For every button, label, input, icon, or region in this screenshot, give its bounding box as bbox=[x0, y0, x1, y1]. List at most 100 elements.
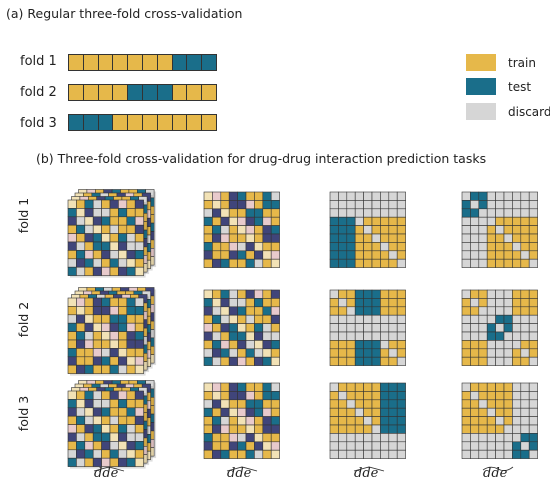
matrix-col2-fold-3-cell bbox=[212, 449, 222, 459]
matrix-col3-fold-2-cell bbox=[346, 289, 356, 299]
stack-grid-f2-cell bbox=[134, 322, 144, 332]
matrix-col3-fold-3-cell bbox=[338, 416, 348, 426]
matrix-col2-fold-3-cell bbox=[254, 382, 264, 392]
matrix-col4-fold-1-cell bbox=[470, 242, 480, 252]
matrix-col4-fold-1 bbox=[461, 191, 538, 268]
matrix-col3-fold-3-cell bbox=[396, 399, 406, 409]
stack-grid-f1-cell bbox=[92, 208, 102, 218]
stack-grid-f1-cell bbox=[134, 208, 144, 218]
matrix-col3-fold-2-cell bbox=[329, 340, 339, 350]
stack-grid-f3-cell bbox=[67, 457, 77, 467]
matrix-col2-fold-1-cell bbox=[262, 208, 272, 218]
matrix-col4-fold-1-cell bbox=[503, 208, 513, 218]
stack-grid-f2-cell bbox=[126, 306, 136, 316]
matrix-col2-fold-2-cell bbox=[270, 323, 280, 333]
matrix-col4-fold-1-cell bbox=[486, 216, 496, 226]
stack-grid-f3-cell bbox=[101, 407, 111, 417]
matrix-col4-fold-1-cell bbox=[503, 191, 513, 201]
stack-grid-f3-cell bbox=[109, 407, 119, 417]
stack-grid-f1-cell bbox=[76, 258, 86, 268]
matrix-col2-fold-3-cell bbox=[254, 407, 264, 417]
matrix-col3-fold-1-cell bbox=[396, 225, 406, 235]
matrix-col3-fold-2-cell bbox=[371, 340, 381, 350]
matrix-col2-fold-3-cell bbox=[254, 391, 264, 401]
fold-2-cell-10 bbox=[201, 84, 217, 101]
matrix-col2-fold-3-cell bbox=[262, 407, 272, 417]
matrix-col4-fold-2-cell bbox=[495, 298, 505, 308]
matrix-col4-fold-3-cell bbox=[528, 391, 538, 401]
matrix-col4-fold-2-cell bbox=[512, 314, 522, 324]
stack-grid-f1-cell bbox=[126, 199, 136, 209]
stack-grid-f1-cell bbox=[67, 258, 77, 268]
matrix-col2-fold-2-cell bbox=[237, 348, 247, 358]
matrix-col4-fold-1-cell bbox=[486, 200, 496, 210]
stack-grid-f3-cell bbox=[92, 407, 102, 417]
matrix-col2-fold-3-cell bbox=[203, 449, 213, 459]
matrix-col3-fold-1-cell bbox=[371, 200, 381, 210]
matrix-col2-fold-3-cell bbox=[203, 391, 213, 401]
matrix-col3-fold-3-cell bbox=[371, 391, 381, 401]
stack-grid-f2-cell bbox=[109, 364, 119, 374]
stack-grid-f3-cell bbox=[67, 432, 77, 442]
matrix-col4-fold-2-cell bbox=[470, 340, 480, 350]
matrix-col4-fold-1-cell bbox=[470, 233, 480, 243]
stack-grid-f2-cell bbox=[92, 322, 102, 332]
stack-grid-f1-cell bbox=[134, 216, 144, 226]
matrix-col3-fold-2-cell bbox=[388, 340, 398, 350]
matrix-col4-fold-2-cell bbox=[478, 340, 488, 350]
matrix-col2-fold-3-cell bbox=[270, 441, 280, 451]
matrix-col2-fold-3-cell bbox=[212, 424, 222, 434]
matrix-col2-fold-2-cell bbox=[220, 356, 230, 366]
matrix-col3-fold-2-cell bbox=[354, 314, 364, 324]
stack-grid-f2-cell bbox=[118, 331, 128, 341]
matrix-col3-fold-2-cell bbox=[396, 289, 406, 299]
matrix-col2-fold-3-cell bbox=[245, 416, 255, 426]
matrix-col3-fold-3-cell bbox=[380, 382, 390, 392]
stack-grid-f2-cell bbox=[118, 297, 128, 307]
matrix-col3-fold-3-cell bbox=[329, 424, 339, 434]
stack-grid-f3-cell bbox=[134, 415, 144, 425]
stack-grid-f3-cell bbox=[67, 449, 77, 459]
matrix-col4-fold-1-cell bbox=[470, 191, 480, 201]
matrix-col3-fold-3-cell bbox=[363, 433, 373, 443]
stack-grid-f1-cell bbox=[76, 241, 86, 251]
stack-grid-f2-cell bbox=[92, 331, 102, 341]
stack-grid-f2-cell bbox=[101, 356, 111, 366]
matrix-col3-fold-1-cell bbox=[380, 233, 390, 243]
matrix-col3-fold-1-cell bbox=[371, 225, 381, 235]
matrix-col2-fold-3-cell bbox=[245, 441, 255, 451]
matrix-col2-fold-3-cell bbox=[237, 424, 247, 434]
stack-grid-f3-cell bbox=[109, 415, 119, 425]
matrix-col2-fold-1-cell bbox=[237, 216, 247, 226]
matrix-col3-fold-2-cell bbox=[380, 348, 390, 358]
matrix-col3-fold-2-cell bbox=[329, 306, 339, 316]
matrix-col3-fold-2 bbox=[329, 289, 406, 366]
fold-1-cell-10 bbox=[201, 54, 217, 71]
matrix-col2-fold-2-cell bbox=[245, 356, 255, 366]
fold-3-cell-10 bbox=[201, 114, 217, 131]
matrix-col2-fold-3-cell bbox=[262, 449, 272, 459]
matrix-col2-fold-1-cell bbox=[270, 208, 280, 218]
matrix-col2-fold-3-cell bbox=[245, 424, 255, 434]
stack-grid-f2-cell bbox=[67, 306, 77, 316]
matrix-col3-fold-3-cell bbox=[346, 416, 356, 426]
matrix-col2-fold-1-cell bbox=[228, 208, 238, 218]
matrix-col2-fold-2-cell bbox=[203, 340, 213, 350]
stack-grid-f2-cell bbox=[76, 356, 86, 366]
matrix-col4-fold-1-cell bbox=[486, 250, 496, 260]
matrix-col2-fold-3-cell bbox=[254, 433, 264, 443]
stack-grid-f2-cell bbox=[101, 314, 111, 324]
matrix-col2-fold-2-cell bbox=[262, 306, 272, 316]
matrix-col4-fold-1-cell bbox=[486, 258, 496, 268]
matrix-col4-fold-2-cell bbox=[470, 348, 480, 358]
matrix-col4-fold-2-cell bbox=[461, 340, 471, 350]
matrix-col2-fold-1-cell bbox=[262, 191, 272, 201]
matrix-col2-fold-3-cell bbox=[262, 424, 272, 434]
matrix-col4-fold-2-cell bbox=[512, 331, 522, 341]
matrix-col4-fold-2-cell bbox=[495, 289, 505, 299]
matrix-col2-fold-3-cell bbox=[203, 441, 213, 451]
matrix-col3-fold-1-cell bbox=[338, 258, 348, 268]
matrix-col3-fold-3-cell bbox=[371, 433, 381, 443]
stack-grid-f2-cell bbox=[126, 331, 136, 341]
matrix-col4-fold-2-cell bbox=[503, 340, 513, 350]
